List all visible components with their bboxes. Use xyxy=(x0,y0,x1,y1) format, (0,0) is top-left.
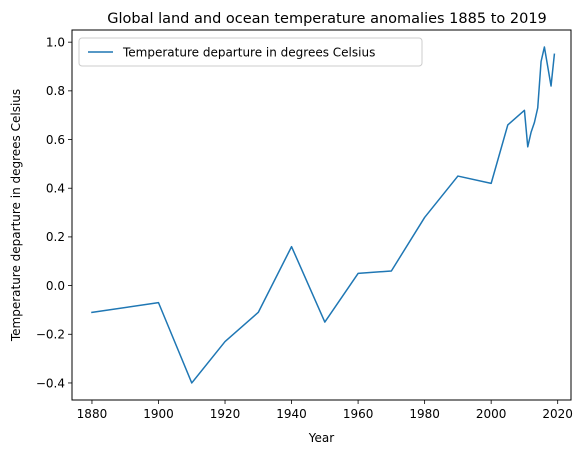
y-tick-label: 0.8 xyxy=(46,84,65,98)
x-tick-label: 1880 xyxy=(77,407,108,421)
x-tick-label: 1940 xyxy=(276,407,307,421)
y-tick-label: −0.4 xyxy=(36,376,65,390)
legend-box xyxy=(78,37,423,67)
x-axis-label: Year xyxy=(308,431,334,445)
legend: Temperature departure in degrees Celsius xyxy=(78,37,423,67)
chart-title: Global land and ocean temperature anomal… xyxy=(107,11,547,27)
x-tick-label: 1960 xyxy=(343,407,374,421)
y-tick-label: 0.2 xyxy=(46,230,65,244)
legend-entry-label: Temperature departure in degrees Celsius xyxy=(122,46,375,60)
x-tick-label: 1920 xyxy=(210,407,241,421)
x-tick-label: 2000 xyxy=(476,407,507,421)
y-tick-label: 0.0 xyxy=(46,279,65,293)
x-tick-label: 2020 xyxy=(542,407,573,421)
x-tick-label: 1900 xyxy=(143,407,174,421)
plot-frame xyxy=(71,29,572,401)
y-tick-label: 1.0 xyxy=(46,35,65,49)
x-tick-label: 1980 xyxy=(409,407,440,421)
y-axis-label: Temperature departure in degrees Celsius xyxy=(9,89,23,342)
y-tick-label: −0.2 xyxy=(36,328,65,342)
y-tick-label: 0.6 xyxy=(46,133,65,147)
series-line-0 xyxy=(91,46,556,384)
y-tick-label: 0.4 xyxy=(46,182,65,196)
